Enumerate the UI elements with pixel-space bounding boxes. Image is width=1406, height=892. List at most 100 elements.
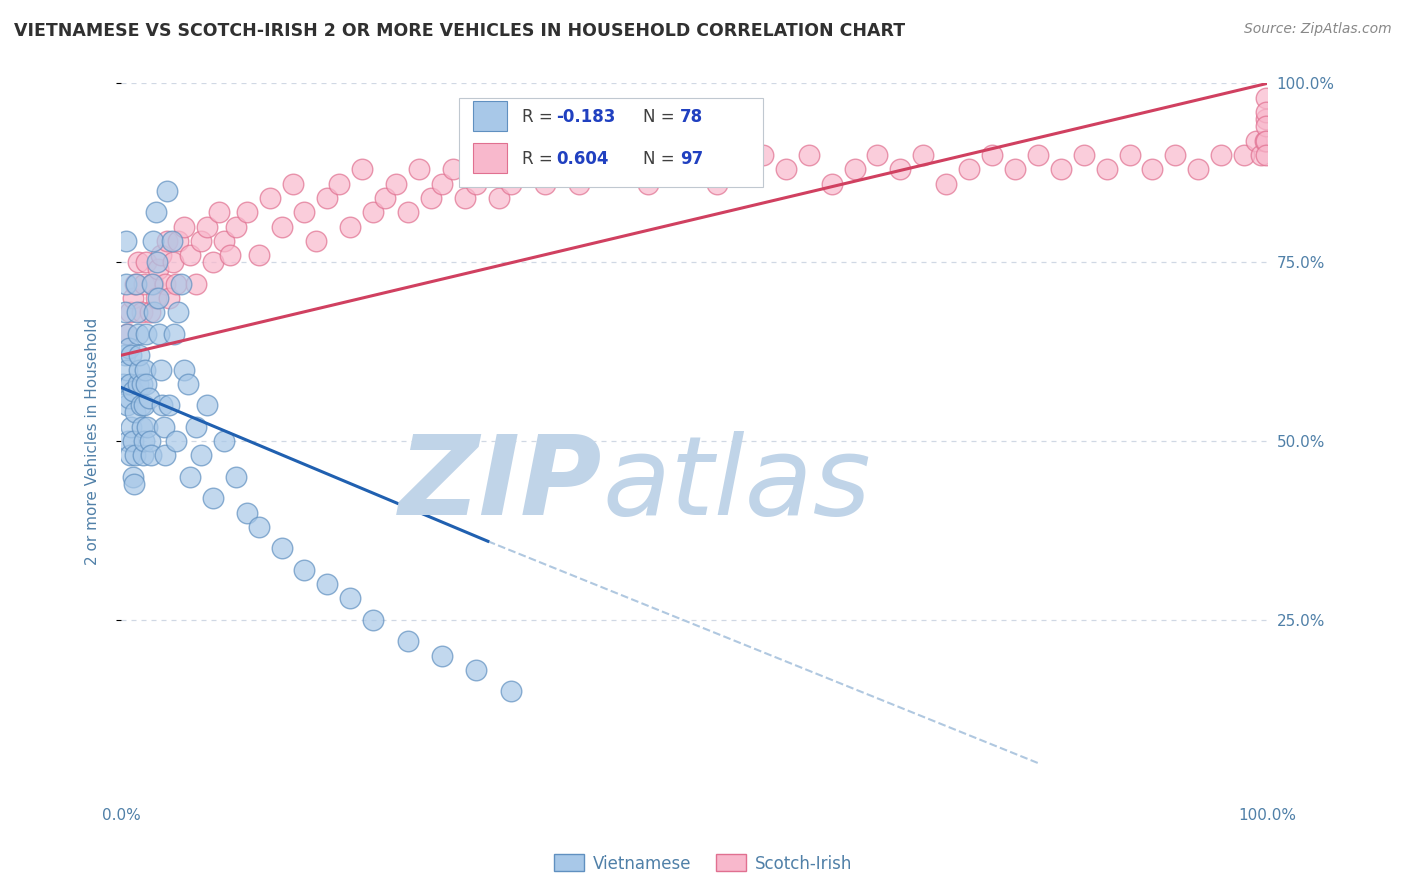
Point (157, 291, 180, 305)
Point (124, 277, 146, 291)
Point (454, 191, 477, 205)
Point (270, 541, 292, 556)
Point (316, 191, 339, 205)
Text: R =: R = (522, 108, 558, 126)
Point (129, 398, 152, 412)
Point (121, 384, 143, 398)
Point (430, 648, 453, 663)
Point (1254, 120, 1277, 134)
Point (430, 177, 453, 191)
Point (134, 362, 156, 376)
Point (120, 348, 142, 362)
Point (143, 305, 166, 319)
Point (173, 362, 195, 376)
Point (1254, 148, 1277, 162)
Point (614, 148, 637, 162)
Point (281, 177, 304, 191)
Point (1254, 134, 1277, 148)
Point (173, 219, 195, 234)
Point (122, 477, 145, 491)
FancyBboxPatch shape (472, 102, 508, 131)
Point (121, 291, 143, 305)
Point (294, 205, 316, 219)
Point (510, 162, 533, 177)
Point (546, 162, 568, 177)
Point (195, 219, 218, 234)
Point (374, 191, 396, 205)
Point (408, 162, 430, 177)
Point (176, 376, 198, 391)
Point (396, 205, 419, 219)
Point (114, 305, 136, 319)
Point (728, 162, 751, 177)
Point (163, 326, 186, 341)
Point (139, 434, 162, 449)
Point (150, 248, 173, 262)
Point (120, 419, 142, 434)
Point (465, 177, 488, 191)
Text: N =: N = (643, 108, 679, 126)
Point (236, 205, 259, 219)
Point (797, 148, 820, 162)
Point (866, 148, 889, 162)
Point (170, 277, 193, 291)
Point (167, 305, 190, 319)
Point (135, 255, 157, 269)
Point (142, 234, 165, 248)
Point (162, 255, 184, 269)
Point (142, 277, 165, 291)
Point (1250, 148, 1272, 162)
Point (117, 434, 139, 449)
Point (339, 591, 361, 606)
Point (1211, 148, 1233, 162)
Point (339, 219, 361, 234)
Point (121, 434, 143, 449)
Point (190, 234, 212, 248)
Text: R =: R = (522, 150, 558, 168)
Point (247, 520, 270, 534)
Point (127, 305, 149, 319)
Point (294, 563, 316, 577)
Point (124, 405, 146, 419)
Point (1254, 105, 1277, 120)
Point (118, 391, 141, 405)
Point (752, 148, 775, 162)
Point (259, 191, 281, 205)
Point (114, 234, 136, 248)
Point (568, 177, 591, 191)
Point (128, 348, 150, 362)
Point (706, 177, 728, 191)
Point (157, 398, 180, 412)
Point (132, 449, 155, 463)
Point (132, 434, 155, 449)
Point (591, 162, 613, 177)
Point (219, 248, 242, 262)
Point (118, 341, 141, 355)
Point (131, 305, 153, 319)
Point (132, 398, 155, 412)
Text: VIETNAMESE VS SCOTCH-IRISH 2 OR MORE VEHICLES IN HOUSEHOLD CORRELATION CHART: VIETNAMESE VS SCOTCH-IRISH 2 OR MORE VEH… (14, 22, 905, 40)
Point (165, 277, 187, 291)
Point (1233, 148, 1256, 162)
Point (419, 191, 441, 205)
Point (1164, 148, 1187, 162)
Point (912, 148, 935, 162)
Point (156, 184, 179, 198)
Point (145, 291, 167, 305)
Point (120, 449, 142, 463)
Text: Source: ZipAtlas.com: Source: ZipAtlas.com (1244, 22, 1392, 37)
Point (247, 248, 270, 262)
Point (957, 162, 980, 177)
Point (131, 419, 153, 434)
Point (534, 177, 557, 191)
Point (1142, 162, 1164, 177)
Point (1254, 134, 1277, 148)
Point (385, 177, 408, 191)
Point (305, 234, 328, 248)
Point (146, 291, 169, 305)
Point (270, 219, 292, 234)
Point (1073, 148, 1095, 162)
Point (1049, 162, 1071, 177)
Point (136, 419, 159, 434)
Point (135, 376, 157, 391)
